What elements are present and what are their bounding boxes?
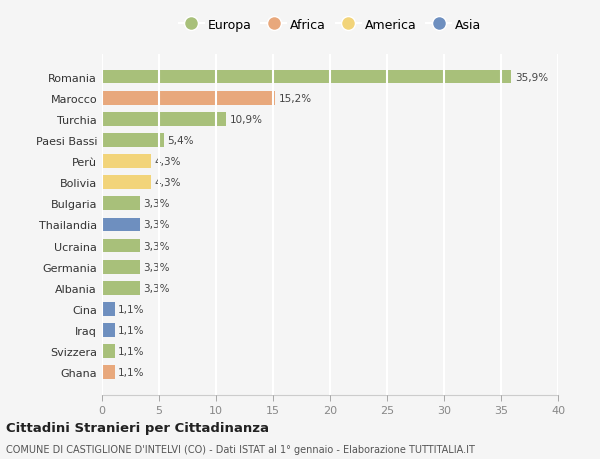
Bar: [102, 324, 115, 337]
Text: 1,1%: 1,1%: [118, 347, 145, 356]
Text: 3,3%: 3,3%: [143, 220, 170, 230]
Bar: [102, 176, 151, 190]
Text: 5,4%: 5,4%: [167, 135, 193, 146]
Bar: [102, 239, 140, 253]
Bar: [102, 134, 164, 147]
Bar: [102, 92, 275, 105]
Text: 3,3%: 3,3%: [143, 262, 170, 272]
Bar: [102, 302, 115, 316]
Bar: [102, 155, 151, 168]
Bar: [102, 71, 511, 84]
Text: 4,3%: 4,3%: [154, 178, 181, 188]
Bar: [102, 197, 140, 211]
Bar: [102, 366, 115, 379]
Bar: [102, 112, 226, 126]
Text: 3,3%: 3,3%: [143, 283, 170, 293]
Text: Cittadini Stranieri per Cittadinanza: Cittadini Stranieri per Cittadinanza: [6, 421, 269, 434]
Bar: [102, 281, 140, 295]
Bar: [102, 260, 140, 274]
Text: 10,9%: 10,9%: [230, 115, 263, 124]
Text: 35,9%: 35,9%: [515, 73, 548, 82]
Bar: [102, 345, 115, 358]
Text: 3,3%: 3,3%: [143, 241, 170, 251]
Text: 15,2%: 15,2%: [279, 94, 312, 103]
Text: 4,3%: 4,3%: [154, 157, 181, 167]
Text: 1,1%: 1,1%: [118, 304, 145, 314]
Text: 1,1%: 1,1%: [118, 368, 145, 377]
Legend: Europa, Africa, America, Asia: Europa, Africa, America, Asia: [173, 14, 487, 37]
Text: 3,3%: 3,3%: [143, 199, 170, 209]
Text: 1,1%: 1,1%: [118, 325, 145, 335]
Bar: [102, 218, 140, 232]
Text: COMUNE DI CASTIGLIONE D'INTELVI (CO) - Dati ISTAT al 1° gennaio - Elaborazione T: COMUNE DI CASTIGLIONE D'INTELVI (CO) - D…: [6, 444, 475, 454]
